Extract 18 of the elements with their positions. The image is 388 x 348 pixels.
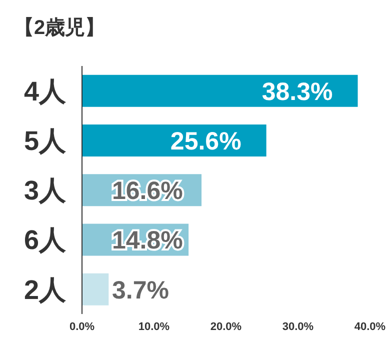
data-label: 14.8%: [112, 226, 183, 255]
x-tick-label: 30.0%: [282, 320, 314, 333]
data-label: 3.7%: [112, 276, 169, 304]
x-tick-label: 20.0%: [210, 320, 242, 333]
y-tick-label: 2人: [24, 274, 67, 305]
x-tick-label: 0.0%: [69, 320, 95, 333]
x-tick-label: 10.0%: [138, 320, 170, 333]
bar: [82, 74, 358, 107]
y-tick-label: 4人: [24, 76, 67, 106]
chart-title: 【2歳児】: [14, 16, 106, 41]
y-tick-label: 6人: [24, 225, 67, 256]
y-tick-label: 3人: [24, 176, 67, 206]
data-label: 25.6%: [170, 128, 242, 156]
bar: [82, 273, 109, 306]
y-tick-label: 5人: [24, 126, 67, 156]
data-label: 38.3%: [262, 78, 333, 106]
data-label: 16.6%: [112, 177, 183, 206]
x-tick-label: 40.0%: [354, 320, 386, 333]
